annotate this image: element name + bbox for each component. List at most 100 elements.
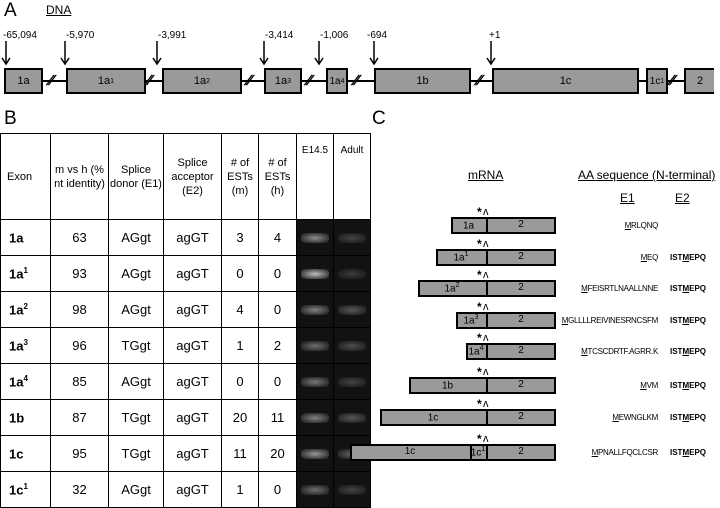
- gel-band: [338, 268, 366, 279]
- aa-sequence-e1: MPNALLFQCLCSR: [591, 448, 659, 457]
- exon-junction: [486, 280, 488, 297]
- gel-lane-e145: [296, 399, 334, 436]
- start-codon-star-icon: *: [477, 331, 482, 345]
- header-donor: Splice donor (E1): [108, 133, 164, 220]
- position-label: -1,006: [320, 30, 349, 41]
- mrna-exon1-label: 1a: [462, 220, 475, 232]
- mrna-exon1-label: 1c: [404, 446, 416, 457]
- cell-acceptor: agGT: [163, 471, 222, 508]
- cell-ests-m: 0: [221, 363, 259, 400]
- cell-ests-m: 1: [221, 471, 259, 508]
- mrna-exon1-label: 1a1: [453, 251, 469, 264]
- mrna-exon1b-label: 1c1: [470, 446, 486, 459]
- aa-sequence-e1: MEWNGLKM: [612, 413, 658, 422]
- start-codon-star-icon: *: [477, 432, 482, 446]
- cell-donor: TGgt: [108, 435, 164, 472]
- gel-band: [301, 448, 329, 459]
- mrna-exon1-label: 1b: [441, 380, 454, 392]
- gel-lane-adult: [333, 327, 371, 364]
- start-codon-star-icon: *: [477, 268, 482, 282]
- exon-junction: [486, 377, 488, 394]
- mrna-exon1-label: 1a3: [463, 314, 479, 327]
- mrna-exon1-label: 1c: [427, 412, 439, 424]
- mrna-exon1-label: 1a4: [468, 345, 484, 358]
- gel-band: [301, 376, 329, 387]
- exon-table: Exon m vs h (% nt identity) Splice donor…: [0, 133, 371, 508]
- splice-junction-caret-icon: ʌ: [483, 301, 489, 313]
- exon-junction: [486, 409, 488, 426]
- cell-mvh: 32: [50, 471, 109, 508]
- cell-donor: AGgt: [108, 471, 164, 508]
- mrna-exon2-label: 2: [518, 314, 524, 325]
- splice-junction-caret-icon: ʌ: [483, 206, 489, 218]
- cell-acceptor: agGT: [163, 291, 222, 328]
- header-ests-h: # of ESTs (h): [258, 133, 297, 220]
- table-row: 1b 87 TGgt agGT 20 11: [0, 399, 371, 436]
- cell-acceptor: agGT: [163, 399, 222, 436]
- cell-mvh: 98: [50, 291, 109, 328]
- cell-ests-h: 20: [258, 435, 297, 472]
- e2-label: E2: [675, 191, 690, 205]
- position-label: -3,991: [158, 30, 187, 41]
- table-row: 1a2 98 AGgt agGT 4 0: [0, 291, 371, 328]
- cell-mvh: 95: [50, 435, 109, 472]
- aa-sequence-e1: MGLLLLREIVINESRNCSFM: [561, 316, 659, 325]
- cell-ests-h: 0: [258, 291, 297, 328]
- mrna-transcript: [456, 312, 556, 329]
- gel-lane-adult: [333, 399, 371, 436]
- down-arrow-icon: [1, 41, 11, 66]
- mrna-transcript: [436, 249, 556, 266]
- table-row: 1c 95 TGgt agGT 11 20: [0, 435, 371, 472]
- header-acceptor: Splice acceptor (E2): [163, 133, 222, 220]
- cell-ests-h: 0: [258, 363, 297, 400]
- mrna-exon1-label: 1a2: [444, 282, 460, 295]
- start-codon-star-icon: *: [477, 237, 482, 251]
- gel-lane-e145: [296, 435, 334, 472]
- mrna-exon2-label: 2: [518, 345, 524, 356]
- exon-junction: [470, 444, 472, 461]
- gel-band: [301, 412, 329, 423]
- gel-lane-adult: [333, 255, 371, 292]
- splice-junction-caret-icon: ʌ: [483, 269, 489, 281]
- down-arrow-icon: [152, 41, 162, 66]
- cell-ests-m: 3: [221, 219, 259, 256]
- gel-band: [338, 484, 366, 495]
- aa-sequence-e2: ISTMEPQ: [670, 413, 707, 422]
- mrna-transcript: [451, 217, 556, 234]
- cell-acceptor: agGT: [163, 327, 222, 364]
- aa-sequence-e1: MFEISRTLNAALLNNE: [581, 284, 658, 293]
- exon-1a4: 1a 4: [326, 68, 348, 94]
- cell-ests-m: 11: [221, 435, 259, 472]
- gel-lane-e145: [296, 327, 334, 364]
- exon-2: 2: [684, 68, 714, 94]
- exon-1c1: 1c 1: [646, 68, 668, 94]
- aa-sequence-e2: ISTMEPQ: [670, 347, 707, 356]
- cell-exon: 1a4: [0, 363, 51, 400]
- gel-lane-adult: [333, 219, 371, 256]
- aa-sequence-e1: MEQ: [640, 253, 659, 262]
- mrna-exon2-label: 2: [518, 446, 524, 457]
- cell-exon: 1c1: [0, 471, 51, 508]
- cell-donor: AGgt: [108, 291, 164, 328]
- cell-exon: 1b: [0, 399, 51, 436]
- aa-sequence-label: AA sequence (N-terminal): [578, 168, 716, 182]
- panel-b-letter: B: [4, 108, 17, 129]
- table-header-row: Exon m vs h (% nt identity) Splice donor…: [0, 133, 371, 220]
- cell-acceptor: agGT: [163, 255, 222, 292]
- splice-junction-caret-icon: ʌ: [483, 433, 489, 445]
- gel-lane-adult: [333, 363, 371, 400]
- cell-exon: 1a: [0, 219, 51, 256]
- cell-donor: AGgt: [108, 255, 164, 292]
- position-label: -65,094: [3, 30, 37, 41]
- e1-label: E1: [620, 191, 635, 205]
- table-row: 1c1 32 AGgt agGT 1 0: [0, 471, 371, 508]
- start-codon-star-icon: *: [477, 365, 482, 379]
- exon-1a2: 1a 2: [162, 68, 242, 94]
- down-arrow-icon: [369, 41, 379, 66]
- exon-1a1: 1a 1: [66, 68, 146, 94]
- gel-band: [301, 232, 329, 243]
- start-codon-star-icon: *: [477, 397, 482, 411]
- cell-ests-h: 0: [258, 471, 297, 508]
- exon-junction: [486, 249, 488, 266]
- cell-ests-h: 11: [258, 399, 297, 436]
